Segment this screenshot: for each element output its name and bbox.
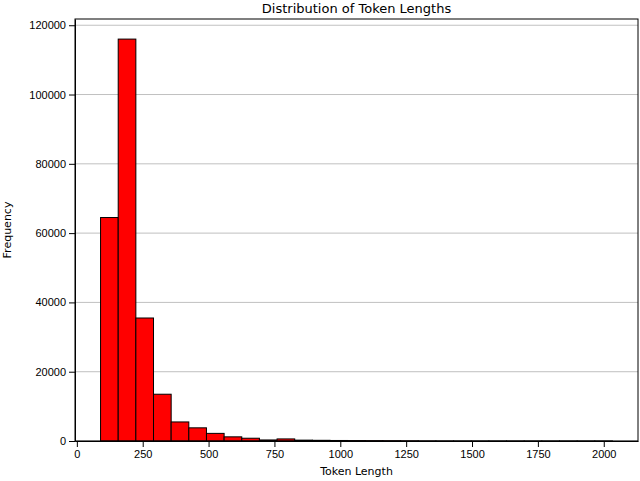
y-tick: 100000	[29, 89, 75, 101]
x-tick-label: 1250	[394, 448, 418, 460]
x-tick-mark	[538, 441, 539, 447]
y-axis-title: Frequency	[1, 201, 14, 258]
y-axis: 0 20000 40000 60000 80000 100000 120000	[29, 19, 75, 447]
y-tick-mark	[69, 95, 75, 96]
x-tick: 500	[200, 441, 218, 460]
y-tick-label: 80000	[35, 158, 66, 170]
y-tick-mark	[69, 164, 75, 165]
histogram-bar	[154, 394, 172, 441]
x-tick-label: 250	[134, 448, 152, 460]
y-tick-mark	[69, 302, 75, 303]
y-tick-label: 100000	[29, 89, 66, 101]
grid-line	[75, 94, 638, 95]
grid	[75, 25, 638, 441]
y-tick: 0	[60, 435, 75, 447]
y-tick: 20000	[35, 366, 75, 378]
x-tick-label: 0	[74, 448, 80, 460]
y-tick-label: 60000	[35, 227, 66, 239]
x-tick: 1000	[329, 441, 353, 460]
x-tick: 0	[74, 441, 80, 460]
x-axis-title: Token Length	[319, 465, 393, 478]
x-tick-mark	[143, 441, 144, 447]
x-tick-mark	[274, 441, 275, 447]
histogram-bar	[206, 433, 224, 441]
y-tick-mark	[69, 25, 75, 26]
histogram-bar	[101, 218, 119, 441]
x-axis: 0 250 500 750 1000 1250 1500 1750 2000	[74, 441, 638, 460]
plot-frame	[75, 19, 638, 441]
y-tick-label: 120000	[29, 19, 66, 31]
y-tick-label: 0	[60, 435, 66, 447]
x-tick-mark	[604, 441, 605, 447]
x-tick-label: 1500	[460, 448, 484, 460]
x-tick-label: 1000	[329, 448, 353, 460]
grid-line	[75, 25, 638, 26]
chart: 0250500750100012501500175020000200004000…	[0, 0, 640, 481]
histogram-bar	[189, 428, 207, 441]
y-tick: 120000	[29, 19, 75, 31]
x-tick-label: 1750	[526, 448, 550, 460]
y-tick-mark	[69, 233, 75, 234]
x-tick: 250	[134, 441, 152, 460]
x-tick-mark	[406, 441, 407, 447]
x-tick: 750	[266, 441, 284, 460]
y-tick-mark	[69, 441, 75, 442]
grid-line	[75, 371, 638, 372]
x-tick-label: 2000	[592, 448, 616, 460]
y-tick-label: 40000	[35, 296, 66, 308]
histogram-bar	[118, 39, 136, 441]
histogram-bar	[136, 318, 154, 441]
x-tick-mark	[209, 441, 210, 447]
plot-area: 0250500750100012501500175020000200004000…	[29, 19, 638, 460]
y-tick: 40000	[35, 296, 75, 308]
bars	[101, 39, 613, 441]
x-tick: 1500	[460, 441, 484, 460]
y-tick: 80000	[35, 158, 75, 170]
x-tick-label: 500	[200, 448, 218, 460]
grid-line	[75, 163, 638, 164]
histogram-bar	[171, 422, 189, 441]
y-tick-mark	[69, 372, 75, 373]
x-tick-mark	[472, 441, 473, 447]
y-tick: 60000	[35, 227, 75, 239]
y-tick-label: 20000	[35, 366, 66, 378]
x-tick-mark	[77, 441, 78, 447]
x-tick-mark	[340, 441, 341, 447]
grid-line	[75, 302, 638, 303]
x-tick: 1250	[394, 441, 418, 460]
grid-line	[75, 233, 638, 234]
x-tick: 1750	[526, 441, 550, 460]
x-tick-label: 750	[266, 448, 284, 460]
x-tick: 2000	[592, 441, 616, 460]
histogram-bar	[224, 437, 242, 441]
title: Distribution of Token Lengths	[262, 1, 452, 16]
